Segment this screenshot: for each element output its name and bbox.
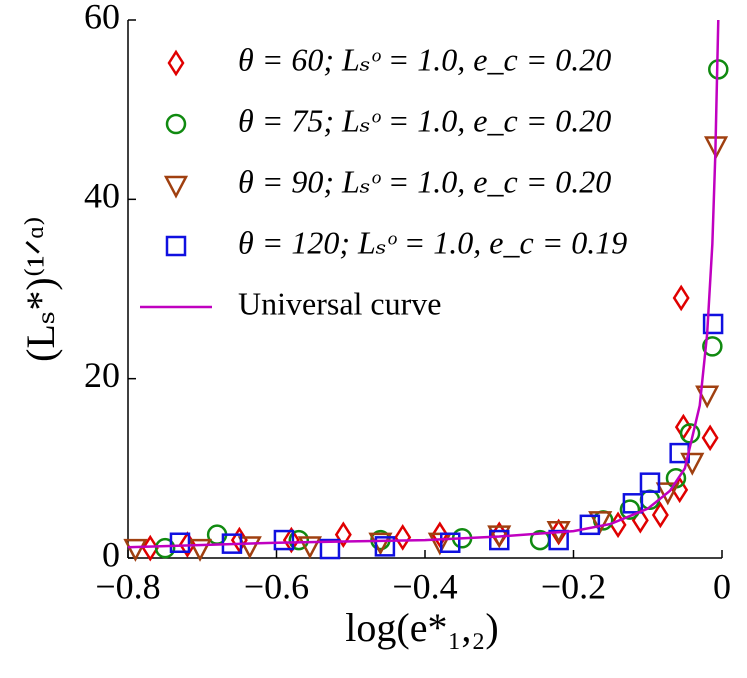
point [639, 472, 661, 493]
legend-swatch [165, 235, 187, 257]
point [680, 452, 705, 476]
point [651, 501, 669, 529]
legend-label: θ = 75; Lₛᵒ = 1.0, e_c = 0.20 [238, 102, 611, 138]
point [579, 514, 601, 536]
point [169, 532, 191, 554]
point [374, 536, 396, 557]
point [154, 537, 176, 559]
x-tick-label: −0.2 [541, 566, 606, 606]
legend-swatch [167, 49, 185, 77]
legend-label: θ = 60; Lₛᵒ = 1.0, e_c = 0.20 [238, 41, 611, 77]
point [334, 521, 352, 549]
y-tick-label: 40 [84, 176, 120, 216]
y-axis-label: (Lₛ*)⁽¹ᐟᵅ⁾ [18, 216, 63, 362]
point [655, 482, 680, 506]
legend-label: θ = 120; Lₛᵒ = 1.0, e_c = 0.19 [238, 224, 627, 260]
x-tick-label: −0.4 [392, 566, 457, 606]
point [619, 499, 641, 520]
point [439, 532, 461, 554]
point [695, 385, 720, 409]
point [141, 534, 159, 562]
curve [127, 19, 720, 549]
point [622, 493, 644, 514]
point [489, 529, 510, 551]
point [282, 526, 300, 554]
point [609, 511, 627, 539]
point [588, 511, 613, 535]
legend-label: θ = 90; Lₛᵒ = 1.0, e_c = 0.20 [238, 163, 611, 199]
point [273, 529, 295, 551]
x-tick-label: −0.8 [95, 566, 160, 606]
y-tick-label: 0 [102, 534, 120, 574]
legend-swatch [163, 175, 189, 199]
point [702, 336, 723, 357]
x-tick-label: −0.6 [244, 566, 309, 606]
point [288, 529, 310, 551]
point [702, 313, 724, 335]
legend-swatch [165, 113, 187, 135]
point [237, 536, 262, 560]
point [701, 424, 719, 452]
point [297, 536, 322, 560]
point [123, 538, 148, 562]
y-tick-label: 60 [84, 0, 120, 36]
point [187, 538, 213, 562]
point [319, 538, 341, 560]
y-tick-label: 20 [84, 355, 120, 395]
legend-label: Universal curve [238, 285, 441, 321]
point [431, 521, 449, 549]
point [394, 524, 412, 551]
point [672, 284, 690, 312]
x-tick-label: 0 [713, 566, 731, 606]
x-axis-label: log(e*₁,₂) [345, 605, 498, 650]
point [427, 532, 452, 556]
